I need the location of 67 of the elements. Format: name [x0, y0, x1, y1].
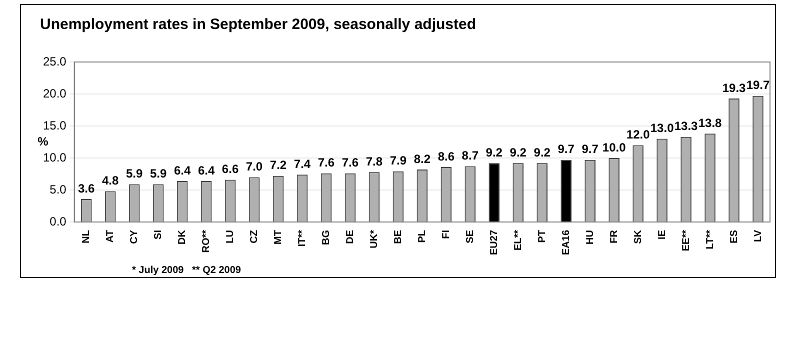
x-tick-label: PL — [416, 230, 428, 243]
x-tick-label: IT** — [296, 230, 308, 247]
x-tick-label: AT — [105, 230, 116, 243]
y-tick-label: 10.0 — [42, 150, 67, 164]
data-label: 9.2 — [510, 145, 527, 160]
data-label: 8.6 — [438, 149, 455, 164]
data-label: 6.4 — [198, 163, 215, 178]
data-label: 9.7 — [582, 142, 599, 156]
x-tick-label: SE — [464, 230, 476, 244]
x-tick-label: LT** — [704, 230, 716, 250]
data-label: 5.9 — [150, 166, 167, 181]
data-label: 8.7 — [462, 148, 479, 163]
data-label: 10.0 — [602, 140, 626, 154]
data-label: 12.0 — [626, 128, 650, 142]
data-label: 7.8 — [366, 154, 383, 168]
x-tick-label: LU — [225, 230, 236, 244]
x-tick-label: CY — [129, 230, 140, 244]
data-label: 9.7 — [558, 142, 575, 156]
data-label: 7.9 — [390, 154, 407, 168]
y-tick-label: 20.0 — [42, 86, 67, 100]
data-label: 9.2 — [534, 145, 551, 160]
data-label: 7.6 — [342, 156, 359, 170]
x-tick-label: EA16 — [560, 230, 572, 255]
x-tick-label: PT — [536, 230, 548, 243]
data-label: 5.9 — [126, 166, 143, 181]
data-label: 7.4 — [294, 156, 311, 171]
x-tick-label: MT — [273, 230, 284, 244]
data-label: 7.2 — [270, 158, 287, 172]
data-label: 9.2 — [486, 145, 503, 160]
y-axis-title: % — [38, 134, 49, 148]
chart-title: Unemployment rates in September 2009, seasonally adjusted — [40, 16, 476, 34]
x-tick-label: UK* — [368, 230, 380, 248]
data-label: 8.2 — [414, 152, 431, 166]
x-tick-label: SI — [153, 230, 164, 240]
x-tick-label: EE** — [680, 230, 692, 252]
y-tick-label: 5.0 — [50, 182, 67, 196]
data-label: 6.4 — [174, 163, 191, 178]
data-label: 13.8 — [698, 116, 722, 130]
x-tick-label: EU27 — [488, 230, 500, 255]
data-label: 4.8 — [102, 174, 119, 188]
x-tick-label: NL — [81, 230, 92, 244]
x-tick-label: CZ — [249, 230, 260, 244]
x-tick-label: ES — [728, 230, 740, 244]
x-tick-label: FI — [440, 230, 452, 239]
x-tick-label: FR — [608, 229, 620, 244]
x-tick-label: IE — [656, 230, 668, 240]
data-label: 3.6 — [78, 181, 96, 196]
y-tick-label: 0.0 — [50, 214, 67, 228]
x-tick-label: EL** — [512, 230, 524, 251]
x-tick-label: BE — [392, 230, 404, 244]
x-tick-label: LV — [752, 230, 764, 242]
data-label: 7.0 — [246, 160, 263, 174]
data-label: 13.0 — [650, 121, 674, 136]
data-label: 19.3 — [722, 80, 746, 95]
y-tick-label: 25.0 — [42, 54, 67, 68]
y-tick-label: 15.0 — [42, 118, 67, 132]
text: * July 2009 ** Q2 2009 — [132, 265, 242, 276]
data-label: 13.3 — [674, 119, 698, 134]
data-label: 6.6 — [222, 162, 239, 176]
x-tick-label: HU — [584, 230, 596, 244]
data-label: 19.7 — [746, 78, 770, 92]
x-tick-label: DE — [344, 230, 356, 244]
x-tick-label: SK — [632, 229, 644, 244]
x-tick-label: RO** — [201, 230, 212, 253]
x-tick-label: DK — [177, 229, 188, 244]
x-tick-label: BG — [320, 230, 332, 245]
data-label: 7.6 — [318, 156, 335, 170]
